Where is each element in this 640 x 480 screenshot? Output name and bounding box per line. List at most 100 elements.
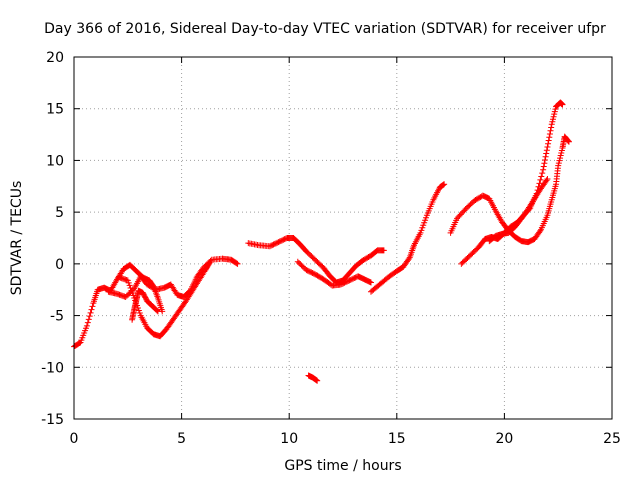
data-point — [205, 260, 212, 267]
x-tick-label: 0 — [70, 431, 79, 447]
x-axis-label: GPS time / hours — [284, 458, 401, 474]
series-arc-3 — [116, 259, 213, 340]
data-point — [544, 143, 551, 150]
y-tick-label: -5 — [50, 309, 64, 325]
data-point — [548, 124, 555, 131]
data-point — [538, 173, 545, 180]
data-point — [136, 310, 143, 317]
data-point — [536, 180, 543, 187]
data-point — [548, 121, 555, 128]
x-tick-label: 20 — [495, 431, 513, 447]
data-point — [405, 255, 412, 262]
data-point — [89, 303, 96, 310]
data-point — [543, 150, 550, 157]
data-point — [126, 282, 133, 289]
data-point — [555, 162, 562, 169]
data-point — [154, 308, 161, 315]
data-point — [420, 222, 427, 229]
data-point — [83, 322, 90, 329]
data-point — [546, 134, 553, 141]
data-point — [541, 160, 548, 167]
data-point — [128, 287, 135, 294]
data-point — [129, 289, 136, 296]
data-point — [540, 163, 547, 170]
data-point — [544, 176, 551, 183]
x-tick-label: 5 — [177, 431, 186, 447]
data-point — [543, 177, 550, 184]
data-point — [85, 316, 92, 323]
data-point — [551, 111, 558, 118]
data-point — [545, 137, 552, 144]
data-point — [127, 284, 134, 291]
data-point — [423, 214, 430, 221]
data-point — [422, 217, 429, 224]
series-arc-7 — [305, 372, 321, 384]
data-point — [565, 138, 572, 145]
data-point — [565, 138, 572, 145]
y-tick-label: 15 — [46, 102, 64, 118]
data-point — [380, 247, 387, 254]
axis-ticks — [73, 56, 613, 420]
data-point — [542, 153, 549, 160]
data-point — [537, 176, 544, 183]
data-point — [559, 101, 566, 108]
data-point — [367, 279, 374, 286]
data-point — [537, 228, 544, 235]
data-point — [86, 313, 93, 320]
data-point — [125, 279, 132, 286]
data-point — [552, 106, 559, 113]
data-point — [547, 127, 554, 134]
y-tick-label: -10 — [41, 360, 64, 376]
y-tick-label: 20 — [46, 50, 64, 66]
data-point — [124, 277, 131, 284]
data-point — [418, 227, 425, 234]
y-tick-label: 5 — [55, 205, 64, 221]
series-arc-10 — [458, 99, 566, 267]
data-point — [206, 259, 213, 266]
data-point — [545, 140, 552, 147]
series-arc-1 — [71, 261, 166, 350]
x-tick-label: 25 — [603, 431, 621, 447]
data-point — [557, 155, 564, 162]
x-tick-label: 10 — [280, 431, 298, 447]
tick-labels: 0 5 10 15 20 25 -15 -10 -5 0 5 10 15 20 — [41, 50, 621, 447]
series-arc-6 — [294, 258, 374, 289]
data-point — [233, 260, 240, 267]
data-point — [130, 292, 137, 299]
data-point — [88, 306, 95, 313]
series-arc-8 — [367, 181, 448, 295]
series-arc-5 — [245, 235, 387, 286]
data-point — [555, 160, 562, 167]
data-point — [564, 137, 571, 144]
data-point — [540, 166, 547, 173]
data-point — [557, 152, 564, 159]
data-point — [546, 130, 553, 137]
data-marks — [71, 99, 572, 384]
data-point — [154, 307, 161, 314]
data-point — [551, 108, 558, 115]
x-tick-label: 15 — [388, 431, 406, 447]
data-point — [84, 319, 91, 326]
data-point — [421, 219, 428, 226]
data-point — [556, 157, 563, 164]
data-point — [558, 150, 565, 157]
data-point — [87, 309, 94, 316]
data-point — [419, 224, 426, 231]
data-point — [550, 113, 557, 120]
y-tick-label: 10 — [46, 153, 64, 169]
data-point — [549, 116, 556, 123]
data-point — [417, 229, 424, 236]
y-tick-label: -15 — [41, 412, 64, 428]
series-arc-4 — [129, 287, 161, 323]
data-point — [234, 260, 241, 267]
y-tick-label: 0 — [55, 257, 64, 273]
plot-frame — [73, 56, 613, 420]
data-point — [543, 147, 550, 154]
data-point — [541, 156, 548, 163]
data-point — [441, 181, 448, 188]
chart-title: Day 366 of 2016, Sidereal Day-to-day VTE… — [44, 21, 606, 37]
data-point — [558, 147, 565, 154]
data-point — [549, 118, 556, 125]
series-arc-11 — [486, 176, 551, 245]
